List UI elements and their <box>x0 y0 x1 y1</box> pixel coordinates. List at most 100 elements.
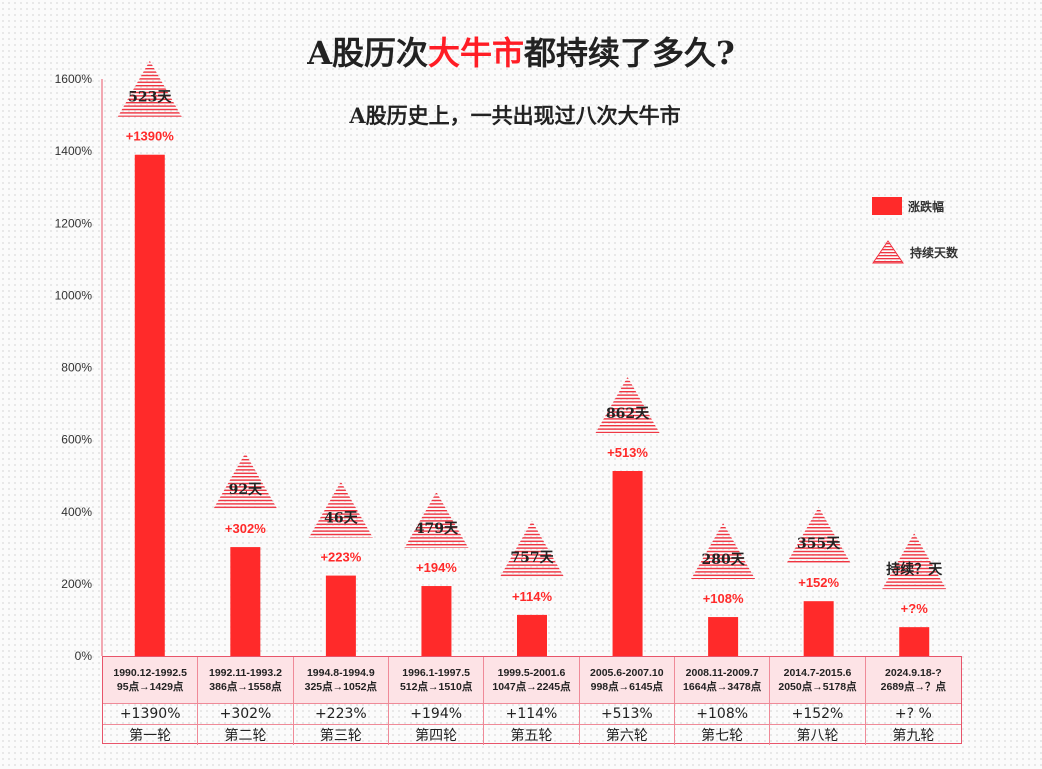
table-round-cell: 第二轮 <box>198 724 294 745</box>
table-round-cell: 第四轮 <box>389 724 485 745</box>
y-tick-label: 400% <box>61 505 92 519</box>
title-pre: A股历次 <box>307 34 429 72</box>
table-period-cell-text: 2050点→5178点 <box>778 681 857 693</box>
bar <box>230 547 261 656</box>
table-period-cell-text: 2014.7-2015.6 <box>783 667 852 679</box>
data-table: 1990.12-1992.5 95点→1429点 1992.11-1993.2 386… <box>102 656 962 745</box>
table-period-cell-text: 998点→6145点 <box>590 681 664 693</box>
bar-value-label: +?% <box>901 601 929 616</box>
table-period-cell: 1992.11-1993.2 386点→1558点 <box>198 657 294 703</box>
table-period-cell-text: 95点→1429点 <box>116 681 184 693</box>
table-period-cell-text: 386点→1558点 <box>209 681 282 693</box>
table-round-cell-text: 第九轮 <box>892 728 935 744</box>
bar-value-label: +108% <box>703 591 744 606</box>
table-round-cell: 第一轮 <box>103 724 199 745</box>
table-rise-cell: +194% <box>389 703 485 724</box>
table-rise-cell: +513% <box>579 703 675 724</box>
chart-title: A股历次大牛市都持续了多久? <box>0 28 1042 74</box>
bar-value-label: +223% <box>320 550 361 565</box>
duration-triangle <box>117 60 182 117</box>
duration-label: 523天 <box>128 90 172 106</box>
table-period-cell-text: 325点→1052点 <box>304 681 378 693</box>
table-round-cell: 第五轮 <box>484 724 580 745</box>
bar-value-label: +302% <box>225 521 266 536</box>
table-round-cell: 第八轮 <box>770 724 866 745</box>
legend-rise: 涨跌幅 <box>872 195 944 217</box>
table-period-cell: 2014.7-2015.6 2050点→5178点 <box>770 657 866 703</box>
table-period-cell-text: 2024.9.18-? <box>885 667 942 679</box>
table-round-cell: 第七轮 <box>675 724 771 745</box>
table-rise-cell-text: +1390% <box>119 706 181 722</box>
bar <box>612 470 643 656</box>
duration-triangle <box>404 492 469 549</box>
y-tick-label: 1400% <box>55 144 93 158</box>
table-period-cell: 2024.9.18-? 2689点→？点 <box>865 657 961 703</box>
duration-label: 757天 <box>510 550 554 566</box>
legend-duration: 持续天数 <box>872 240 959 264</box>
bar <box>899 627 930 656</box>
table-rise-cell: +223% <box>293 703 389 724</box>
bar-value-label: +152% <box>798 575 839 590</box>
y-tick-label: 600% <box>61 433 92 447</box>
bar-value-label: +114% <box>512 589 553 604</box>
bar-value-label: +1390% <box>126 129 175 144</box>
duration-label: 862天 <box>606 406 650 422</box>
table-rise-cell: +108% <box>675 703 771 724</box>
chart-subtitle: A股历史上，一共出现过八次大牛市 <box>349 103 681 128</box>
duration-triangle <box>213 453 278 510</box>
table-round-cell-text: 第五轮 <box>510 728 553 744</box>
duration-triangle <box>595 376 660 433</box>
table-period-cell-text: 1992.11-1993.2 <box>208 667 282 679</box>
legend-rise-label: 涨跌幅 <box>908 199 945 214</box>
table-round-cell-text: 第七轮 <box>701 728 744 744</box>
duration-label: 355天 <box>797 536 841 552</box>
table-period-cell-text: 2005.6-2007.10 <box>590 667 664 679</box>
table-period-cell: 1990.12-1992.5 95点→1429点 <box>103 657 199 703</box>
duration-label: 持续？天 <box>886 561 943 578</box>
table-round-cell: 第九轮 <box>865 724 961 745</box>
y-tick-label: 1000% <box>55 288 93 302</box>
table-round-cell: 第三轮 <box>293 724 389 745</box>
y-tick-label: 1200% <box>55 216 93 230</box>
bar-value-label: +194% <box>416 560 457 575</box>
duration-triangle <box>308 481 373 538</box>
table-round-cell-text: 第二轮 <box>224 728 267 744</box>
table-rise-cell-text: +223% <box>314 706 367 722</box>
y-tick-label: 800% <box>61 361 92 375</box>
table-period-cell-text: 512点→1510点 <box>399 681 473 693</box>
bar-value-label: +513% <box>607 445 648 460</box>
duration-triangle <box>786 507 851 564</box>
table-rise-cell-text: +194% <box>410 706 463 722</box>
duration-triangle <box>691 523 756 580</box>
duration-label: 479天 <box>415 521 459 537</box>
legend-duration-label: 持续天数 <box>910 245 959 260</box>
table-round-cell-text: 第四轮 <box>415 728 458 744</box>
table-rise-cell-text: +114% <box>505 706 558 722</box>
y-tick-label: 0% <box>75 649 93 663</box>
bar <box>325 575 356 656</box>
table-rise-cell-text: +? % <box>894 706 932 722</box>
table-rise-cell: +302% <box>198 703 294 724</box>
table-period-cell: 1999.5-2001.6 1047点→2245点 <box>484 657 580 703</box>
table-period-cell-text: 1047点→2245点 <box>492 681 571 693</box>
bar <box>803 601 834 656</box>
table-period-cell: 1994.8-1994.9 325点→1052点 <box>293 657 389 703</box>
y-tick-label: 1600% <box>55 72 93 86</box>
duration-label: 280天 <box>701 552 745 568</box>
table-period-cell: 1996.1-1997.5 512点→1510点 <box>389 657 485 703</box>
legend-triangle-swatch <box>872 240 904 264</box>
table-period-cell-text: 1990.12-1992.5 <box>113 667 187 679</box>
bar <box>708 617 739 656</box>
table-rise-cell-text: +302% <box>219 706 272 722</box>
table-period-cell-text: 1994.8-1994.9 <box>306 667 375 679</box>
y-tick-label: 200% <box>61 577 92 591</box>
duration-triangle <box>500 520 564 577</box>
table-round-cell-text: 第六轮 <box>605 728 648 744</box>
table-rise-cell: +1390% <box>103 703 199 724</box>
title-post: 都持续了多久? <box>524 34 735 72</box>
table-rise-cell-text: +513% <box>600 706 653 722</box>
table-round-cell-text: 第三轮 <box>319 728 362 744</box>
table-period-cell-text: 1999.5-2001.6 <box>497 667 566 679</box>
duration-label: 92天 <box>229 482 263 498</box>
